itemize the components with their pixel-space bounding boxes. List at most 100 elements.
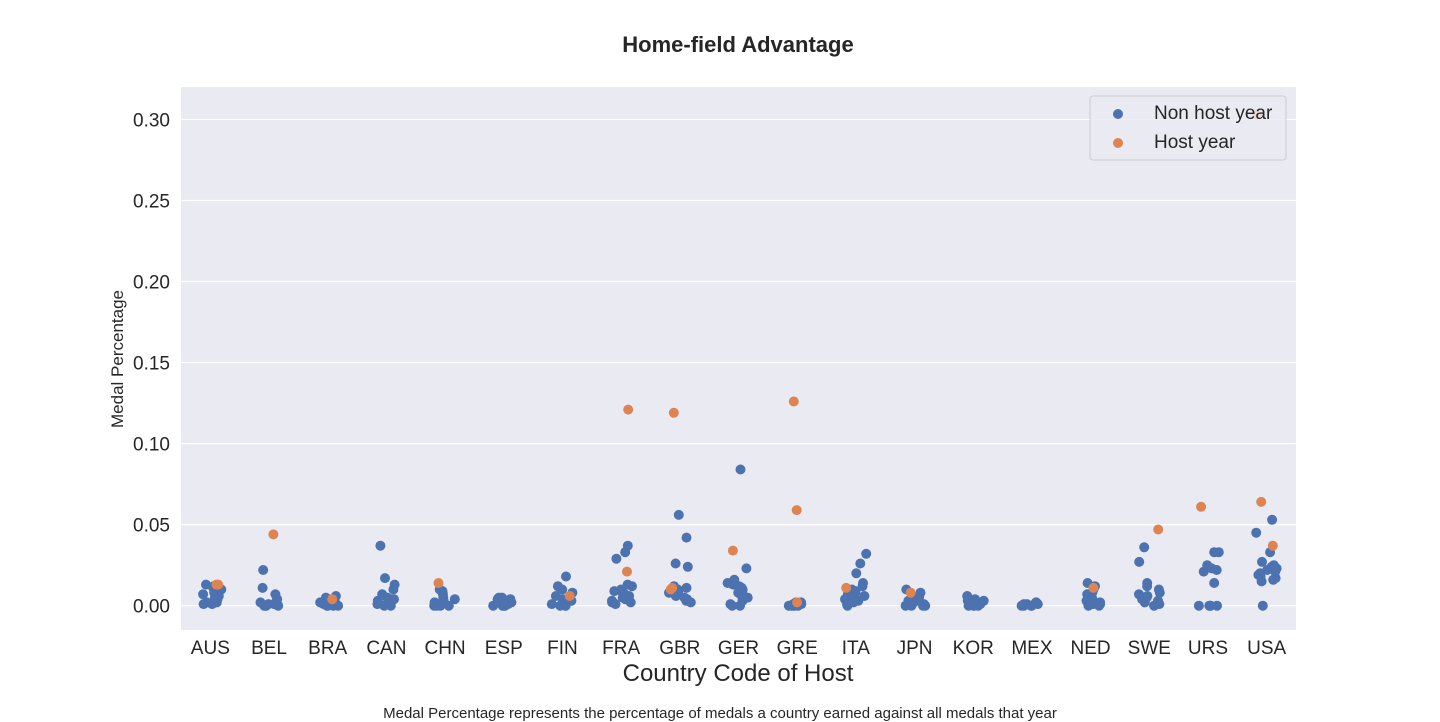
point-host-year-chn	[433, 578, 444, 588]
point-non-host-year-can	[385, 600, 396, 611]
x-tick-label-mex: MEX	[1011, 638, 1053, 659]
point-non-host-year-urs	[1198, 566, 1209, 577]
point-host-year-usa	[1256, 496, 1267, 507]
point-non-host-year-usa	[1267, 514, 1278, 525]
gridlines	[181, 118, 1296, 607]
point-non-host-year-jpn	[920, 600, 931, 611]
legend-label-host-year: Host year	[1154, 132, 1236, 153]
point-non-host-year-fra	[609, 586, 620, 597]
point-non-host-year-urs	[1193, 600, 1204, 611]
y-tick-label: 0.30	[133, 110, 170, 131]
point-non-host-year-ita	[842, 600, 853, 611]
point-non-host-year-chn	[435, 600, 446, 611]
point-host-year-gre	[791, 505, 802, 516]
point-host-year-bra	[327, 594, 338, 605]
legend-marker-non-host-year	[1113, 109, 1123, 119]
y-axis-ticks: 0.00 0.05 0.10 0.15 0.20 0.25 0.30	[133, 110, 170, 617]
x-tick-label-aus: AUS	[191, 638, 230, 659]
y-axis-label: Medal Percentage	[108, 290, 127, 428]
point-host-year-usa	[1267, 540, 1278, 551]
point-non-host-year-can	[380, 573, 390, 584]
point-host-year-bel	[268, 529, 279, 540]
x-axis-label: Country Code of Host	[623, 660, 854, 687]
point-non-host-year-swe	[1149, 600, 1160, 611]
x-tick-label-urs: URS	[1188, 638, 1228, 659]
point-non-host-year-mex	[1026, 600, 1037, 611]
point-non-host-year-fin	[561, 571, 571, 582]
point-non-host-year-fin	[555, 600, 566, 611]
point-host-year-gre	[792, 597, 803, 608]
point-non-host-year-usa	[1257, 556, 1267, 567]
data-points	[198, 109, 1282, 611]
point-non-host-year-ned	[1094, 600, 1105, 611]
point-host-year-fra	[623, 404, 634, 415]
point-non-host-year-gbr	[682, 561, 693, 572]
point-non-host-year-esp	[488, 600, 499, 611]
point-host-year-swe	[1153, 524, 1164, 535]
x-tick-label-fra: FRA	[602, 638, 640, 659]
point-non-host-year-kor	[968, 600, 979, 611]
point-non-host-year-ger	[727, 600, 738, 611]
x-tick-label-ger: GER	[718, 638, 759, 659]
point-non-host-year-fra	[610, 599, 621, 610]
point-non-host-year-ger	[735, 464, 746, 475]
legend-box	[1089, 95, 1287, 161]
point-non-host-year-gbr	[670, 558, 681, 569]
point-non-host-year-chn	[443, 600, 454, 611]
x-tick-label-gbr: GBR	[659, 638, 700, 659]
x-tick-label-kor: KOR	[953, 638, 994, 659]
point-non-host-year-bel	[257, 582, 268, 593]
point-non-host-year-ger	[741, 563, 752, 574]
point-non-host-year-fra	[625, 597, 636, 608]
x-axis-ticks: AUS BEL BRA CAN CHN ESP FIN FRA GBR GER GRE ITA JPN K…	[191, 638, 1287, 659]
x-tick-label-bel: BEL	[251, 638, 287, 659]
point-non-host-year-fra	[620, 547, 631, 558]
y-tick-label: 0.10	[133, 435, 170, 456]
point-non-host-year-ita	[861, 548, 872, 559]
point-non-host-year-aus	[207, 599, 218, 610]
point-non-host-year-usa	[1257, 600, 1268, 611]
point-host-year-gbr	[668, 407, 679, 418]
point-non-host-year-ita	[857, 581, 868, 592]
x-tick-label-can: CAN	[366, 638, 406, 659]
point-host-year-gbr	[665, 584, 676, 595]
point-non-host-year-urs	[1204, 600, 1215, 611]
point-host-year-fin	[564, 591, 575, 601]
point-non-host-year-urs	[1209, 578, 1220, 588]
point-non-host-year-bel	[261, 600, 272, 611]
point-non-host-year-fin	[546, 599, 557, 610]
point-host-year-ned	[1088, 582, 1099, 593]
x-tick-label-gre: GRE	[777, 638, 818, 659]
x-tick-label-usa: USA	[1247, 638, 1286, 659]
point-non-host-year-bel	[273, 600, 284, 611]
point-non-host-year-ita	[855, 558, 866, 569]
y-tick-label: 0.05	[133, 516, 170, 537]
x-tick-label-swe: SWE	[1128, 638, 1171, 659]
point-non-host-year-urs	[1209, 547, 1220, 558]
y-tick-label: 0.25	[133, 191, 170, 212]
point-non-host-year-fra	[611, 553, 622, 564]
point-non-host-year-can	[375, 540, 386, 551]
y-tick-label: 0.15	[133, 354, 170, 375]
point-non-host-year-gbr	[673, 509, 684, 520]
point-non-host-year-swe	[1142, 581, 1153, 592]
chart-title: Home-field Advantage	[622, 32, 853, 57]
x-tick-label-bra: BRA	[308, 638, 347, 659]
x-tick-label-fin: FIN	[547, 638, 578, 659]
point-non-host-year-fra	[627, 581, 637, 592]
point-host-year-gre	[788, 396, 799, 407]
point-non-host-year-can	[388, 584, 399, 595]
chart-caption: Medal Percentage represents the percenta…	[383, 705, 1057, 722]
point-non-host-year-ita	[851, 568, 862, 579]
point-non-host-year-chn	[449, 594, 460, 605]
point-non-host-year-gre	[783, 600, 794, 611]
point-host-year-aus	[211, 579, 222, 590]
point-host-year-ger	[727, 545, 738, 556]
point-non-host-year-urs	[1211, 565, 1222, 575]
y-tick-label: 0.00	[133, 597, 170, 618]
point-non-host-year-swe	[1134, 556, 1145, 567]
y-tick-label: 0.20	[133, 273, 170, 294]
point-non-host-year-gbr	[685, 597, 696, 608]
x-tick-label-esp: ESP	[485, 638, 523, 659]
